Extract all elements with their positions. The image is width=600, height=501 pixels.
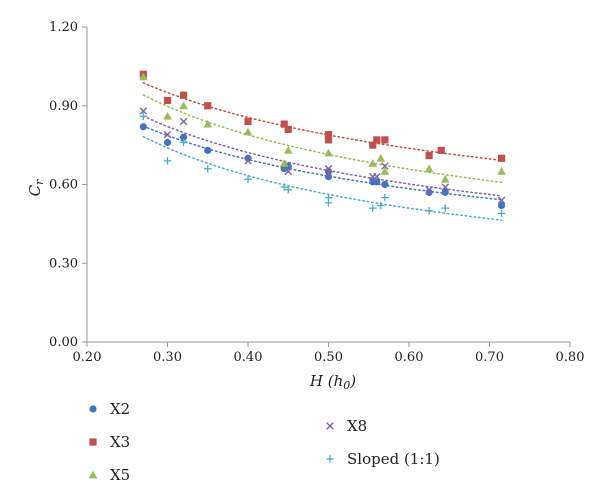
legend-label-x2: X2: [110, 400, 130, 418]
legend-label-x5: X5: [110, 466, 130, 484]
data-point-x2: [441, 188, 449, 196]
data-point-x2: [373, 178, 381, 186]
x-tick-label: 0.40: [234, 350, 263, 365]
data-point-x5: [424, 164, 434, 173]
data-point-x2: [139, 123, 147, 131]
data-point-x5: [497, 166, 506, 175]
data-point-sloped-1-1: [324, 199, 333, 207]
data-point-x8: [163, 130, 172, 139]
data-point-x2: [204, 146, 212, 154]
y-tick-label: 0.60: [49, 178, 78, 193]
y-tick-label: 0.30: [49, 256, 78, 271]
legend-marker-sloped-1-1: [326, 455, 334, 463]
y-tick-label: 0.00: [49, 335, 78, 350]
data-point-x5: [376, 153, 386, 162]
legend-marker-x5: [88, 470, 98, 479]
data-point-sloped-1-1: [441, 204, 450, 212]
data-point-x3: [324, 136, 333, 144]
data-point-x2: [497, 201, 506, 210]
data-point-sloped-1-1: [203, 164, 212, 173]
legend-label-sloped-1-1: Sloped (1:1): [347, 450, 440, 468]
data-point-x3: [324, 131, 333, 139]
x-tick-label: 0.20: [73, 350, 102, 365]
trendline-x3: [142, 82, 503, 162]
data-point-sloped-1-1: [425, 206, 433, 215]
legend-marker-x3: [89, 438, 97, 446]
data-points: [139, 70, 506, 218]
data-point-x8: [284, 167, 293, 176]
trendline-x5: [142, 94, 503, 184]
y-axis-title: Cr: [26, 179, 46, 196]
data-point-sloped-1-1: [381, 193, 389, 202]
data-point-x2: [180, 133, 188, 141]
data-point-x5: [283, 145, 293, 154]
data-point-x3: [284, 125, 292, 133]
data-point-x5: [179, 101, 188, 110]
legend-marker-x8: [326, 422, 334, 430]
data-point-x3: [204, 102, 212, 110]
data-point-x5: [279, 159, 289, 167]
data-point-sloped-1-1: [163, 157, 172, 165]
y-tick-label: 1.20: [49, 20, 78, 35]
data-point-x8: [425, 185, 433, 194]
x-axis-title: H (h0): [309, 372, 356, 392]
axes: 0.20 0.30 0.40 0.50 0.60 0.70 0.80 0.00 0.30 0.60…: [49, 20, 584, 365]
data-point-sloped-1-1: [497, 209, 506, 218]
data-point-x3: [180, 91, 188, 99]
y-tick-label: 0.90: [49, 99, 78, 114]
data-point-x8: [441, 183, 450, 191]
legend: X2 X3 X5 X8 Sloped (1:1): [88, 400, 440, 484]
data-point-x2: [163, 138, 172, 147]
data-point-sloped-1-1: [284, 185, 293, 194]
data-point-x8: [324, 170, 333, 178]
x-tick-label: 0.80: [556, 350, 585, 365]
data-point-x5: [368, 159, 378, 167]
data-point-sloped-1-1: [280, 183, 289, 191]
data-point-x8: [179, 117, 188, 126]
data-point-x3: [497, 154, 506, 162]
data-point-x3: [437, 146, 445, 154]
data-point-x3: [244, 117, 252, 126]
data-point-sloped-1-1: [368, 204, 377, 212]
legend-label-x3: X3: [110, 433, 130, 451]
x-tick-label: 0.30: [153, 350, 182, 365]
trendline-sloped-1-1: [142, 135, 503, 221]
data-point-x5: [380, 166, 390, 175]
x-tick-label: 0.70: [475, 350, 504, 365]
data-point-x5: [139, 72, 148, 81]
data-point-x8: [139, 107, 148, 115]
data-point-x3: [163, 96, 172, 105]
data-point-x5: [324, 148, 333, 157]
data-point-sloped-1-1: [179, 138, 188, 147]
data-point-sloped-1-1: [244, 175, 252, 184]
data-point-x8: [244, 157, 252, 165]
trendlines: [142, 82, 503, 221]
legend-label-x8: X8: [347, 417, 367, 435]
data-point-x3: [373, 136, 381, 144]
x-tick-label: 0.50: [314, 350, 343, 365]
data-point-x3: [280, 120, 288, 128]
data-point-x8: [373, 172, 381, 181]
data-point-x3: [381, 136, 389, 144]
data-point-x5: [243, 127, 253, 136]
data-point-sloped-1-1: [377, 201, 385, 210]
data-point-x5: [163, 111, 172, 120]
legend-marker-x2: [89, 405, 97, 413]
data-point-x3: [425, 152, 433, 160]
data-point-x5: [203, 119, 213, 128]
data-point-sloped-1-1: [139, 112, 148, 121]
data-point-x2: [381, 180, 389, 189]
x-tick-label: 0.60: [395, 350, 424, 365]
trendline-x8: [142, 115, 503, 197]
data-point-x8: [381, 162, 389, 170]
data-point-x8: [497, 196, 506, 205]
data-point-x3: [369, 141, 377, 149]
trendline-x2: [142, 125, 503, 201]
data-point-x5: [440, 174, 450, 183]
